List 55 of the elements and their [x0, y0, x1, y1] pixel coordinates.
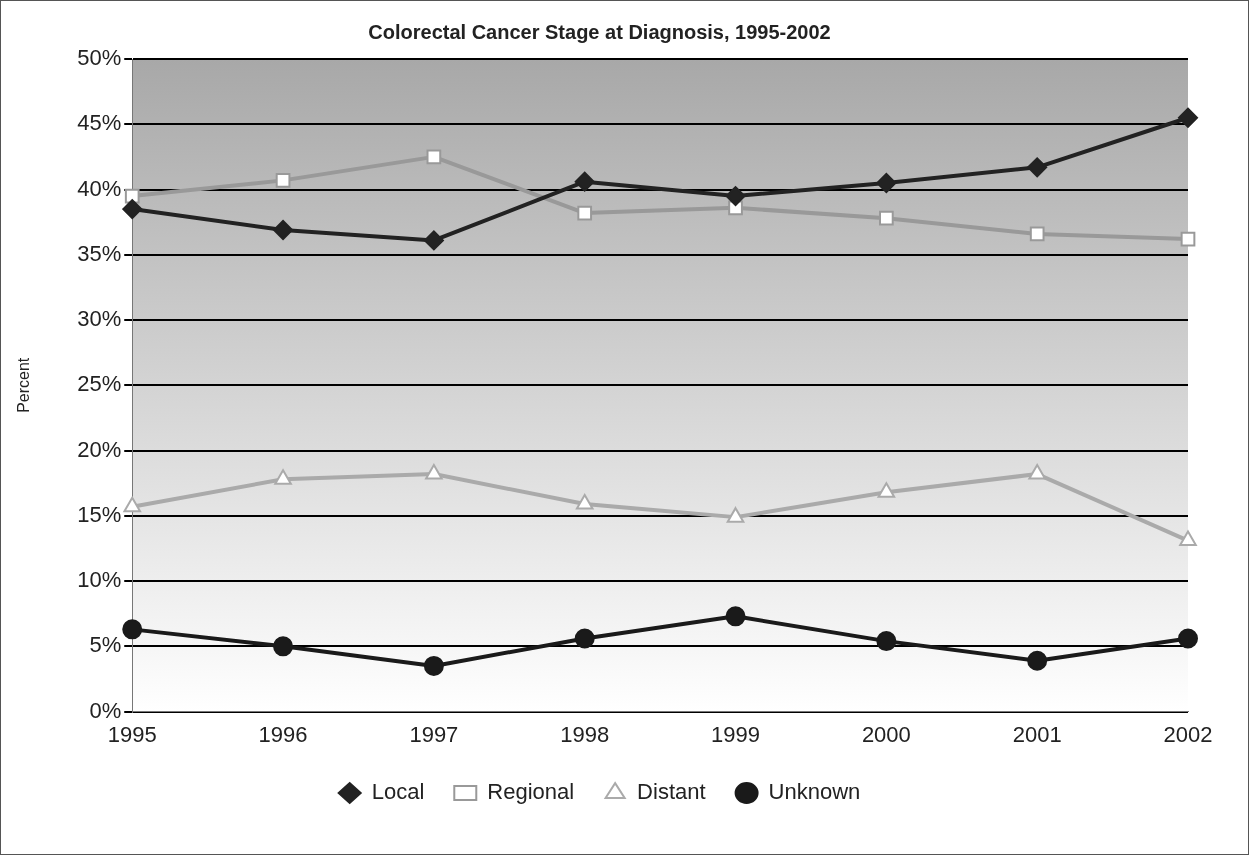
point: [423, 655, 444, 676]
point: [725, 186, 746, 207]
point: [726, 507, 745, 523]
point: [1178, 107, 1198, 128]
legend-label: Distant: [637, 779, 706, 805]
y-tick-label: 40%: [77, 175, 122, 201]
point: [275, 173, 291, 188]
y-tick-label: 5%: [89, 632, 122, 658]
point: [1180, 231, 1196, 247]
x-tick-label: 1995: [107, 721, 157, 747]
x-tick-label: 1997: [409, 721, 459, 747]
point: [425, 464, 443, 480]
y-axis-title: Percent: [15, 357, 33, 413]
point: [426, 149, 442, 165]
point: [122, 619, 143, 640]
legend-label: Local: [371, 779, 425, 805]
chart-title: Colorectal Cancer Stage at Diagnosis, 1995-2002: [368, 20, 831, 43]
point: [274, 469, 292, 485]
x-tick-label: 1999: [711, 721, 760, 747]
point: [725, 606, 746, 627]
point: [575, 494, 594, 510]
x-tick-label: 2001: [1012, 721, 1062, 747]
point: [1179, 530, 1197, 547]
point: [423, 230, 444, 251]
point: [577, 205, 593, 221]
point: [877, 482, 896, 498]
point: [876, 631, 897, 652]
point: [273, 219, 294, 240]
point: [876, 172, 897, 193]
x-tick-label: 2000: [861, 721, 911, 747]
point: [123, 496, 142, 513]
y-tick-label: 25%: [77, 371, 122, 397]
x-tick-label: 1996: [258, 721, 308, 747]
y-tick-label: 30%: [77, 306, 122, 332]
y-tick-label: 0%: [89, 697, 122, 723]
point: [1027, 650, 1048, 671]
point: [1178, 628, 1198, 649]
x-tick-label: 1998: [560, 721, 610, 747]
point: [574, 628, 595, 649]
y-tick-label: 20%: [77, 436, 122, 462]
y-tick-label: 35%: [77, 240, 122, 266]
legend-label: Regional: [487, 779, 575, 805]
legend-label: Unknown: [768, 779, 861, 805]
y-tick-label: 15%: [77, 501, 122, 527]
point: [878, 210, 894, 226]
point: [122, 199, 143, 220]
y-tick-label: 45%: [77, 110, 122, 136]
y-tick-label: 10%: [77, 567, 122, 593]
point: [1028, 464, 1046, 480]
x-tick-label: 2002: [1163, 721, 1213, 747]
point: [1027, 157, 1048, 178]
y-tick-label: 50%: [77, 45, 122, 71]
point: [1029, 226, 1045, 242]
point: [273, 636, 294, 657]
point: [574, 171, 595, 192]
